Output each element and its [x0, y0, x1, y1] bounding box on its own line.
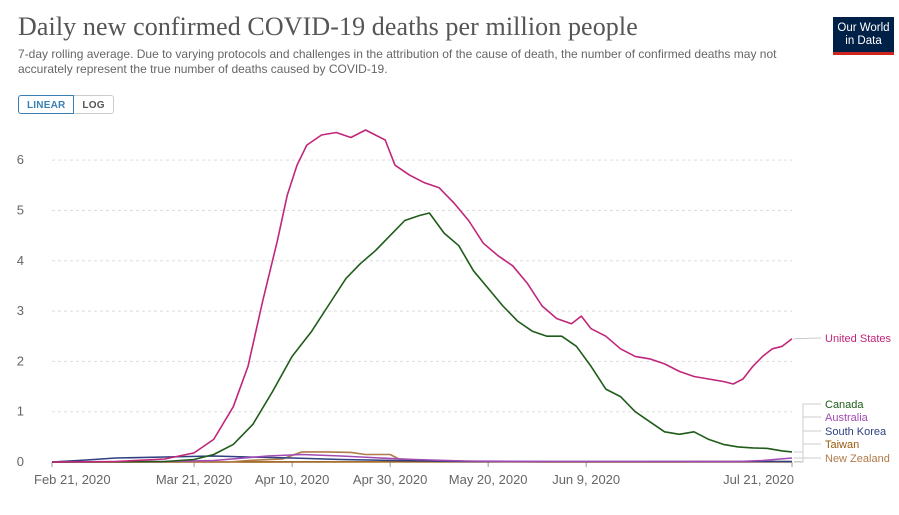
x-tick-label: May 20, 2020: [449, 472, 528, 487]
y-tick-label: 1: [17, 404, 24, 419]
series-line-canada[interactable]: [51, 212, 793, 463]
series-line-australia[interactable]: [51, 453, 793, 463]
series-label-south-korea[interactable]: South Korea: [825, 426, 887, 438]
label-connector: [794, 430, 821, 462]
gridlines: [52, 159, 792, 463]
label-connector: [794, 403, 821, 453]
x-tick-label: Jul 21, 2020: [723, 472, 794, 487]
y-axis: 0 1 2 3 4 5 6: [17, 152, 24, 469]
x-tick-label: Apr 10, 2020: [255, 472, 329, 487]
y-tick-label: 5: [17, 202, 24, 217]
chart-subtitle: 7-day rolling average. Due to varying pr…: [18, 47, 777, 76]
series-label-new-zealand[interactable]: New Zealand: [825, 453, 890, 465]
linear-scale-button[interactable]: LINEAR: [18, 95, 75, 114]
series-line-united-states[interactable]: [51, 129, 793, 463]
series-label-australia[interactable]: Australia: [825, 412, 869, 424]
y-tick-label: 2: [17, 353, 24, 368]
series-label-taiwan[interactable]: Taiwan: [825, 439, 859, 451]
series-lines: [51, 129, 793, 463]
label-connector: [794, 457, 821, 463]
series-label-canada[interactable]: Canada: [825, 399, 864, 411]
logo-line-1: Our World: [837, 22, 890, 34]
logo-line-2: in Data: [845, 35, 882, 47]
y-tick-label: 0: [17, 454, 24, 469]
x-tick-label: Jun 9, 2020: [552, 472, 620, 487]
x-tick-label: Apr 30, 2020: [353, 472, 427, 487]
x-tick-label: Feb 21, 2020: [34, 472, 111, 487]
y-tick-label: 3: [17, 303, 24, 318]
log-scale-button[interactable]: LOG: [74, 95, 114, 114]
label-connector: [794, 443, 821, 463]
scale-toggle: LINEAR LOG: [18, 95, 114, 114]
y-tick-label: 4: [17, 253, 24, 268]
x-axis: Feb 21, 2020 Mar 21, 2020 Apr 10, 2020 Apr …: [34, 462, 794, 487]
series-label-united-states[interactable]: United States: [825, 333, 892, 345]
x-tick-label: Mar 21, 2020: [156, 472, 233, 487]
y-tick-label: 6: [17, 152, 24, 167]
chart-title: Daily new confirmed COVID-19 deaths per …: [18, 12, 638, 41]
label-connector: [793, 337, 822, 340]
owid-logo[interactable]: Our World in Data: [833, 17, 894, 55]
